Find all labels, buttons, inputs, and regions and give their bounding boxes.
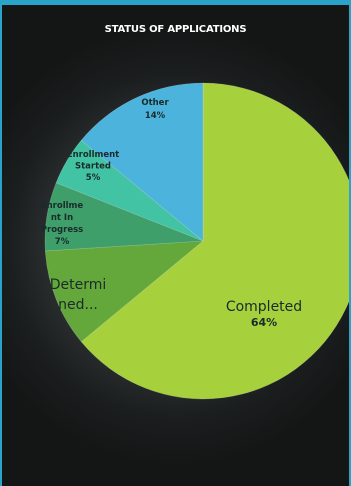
pie-slice-determined	[44, 240, 204, 343]
pie-slice-enrollment-started	[55, 139, 204, 242]
chart-title: STATUS OF APPLICATIONS	[104, 24, 247, 35]
pie-slice-other	[80, 82, 204, 242]
slice-label-completed: Completed 64%	[226, 299, 302, 329]
slice-label-enrollment-in-progress: Enrollme nt In Progress 7%	[41, 201, 84, 247]
pie-chart: Completed 64% Determi ned... Enrollme nt In Pr…	[41, 82, 349, 400]
slice-label-determined: Determi ned...	[50, 277, 107, 313]
slice-label-enrollment-started: Enrollment Started 5%	[67, 150, 119, 183]
pie-slice-enrollment-in-progress	[44, 182, 204, 252]
pie-slice-completed	[80, 82, 349, 400]
slice-label-other: Other 14%	[141, 98, 169, 121]
